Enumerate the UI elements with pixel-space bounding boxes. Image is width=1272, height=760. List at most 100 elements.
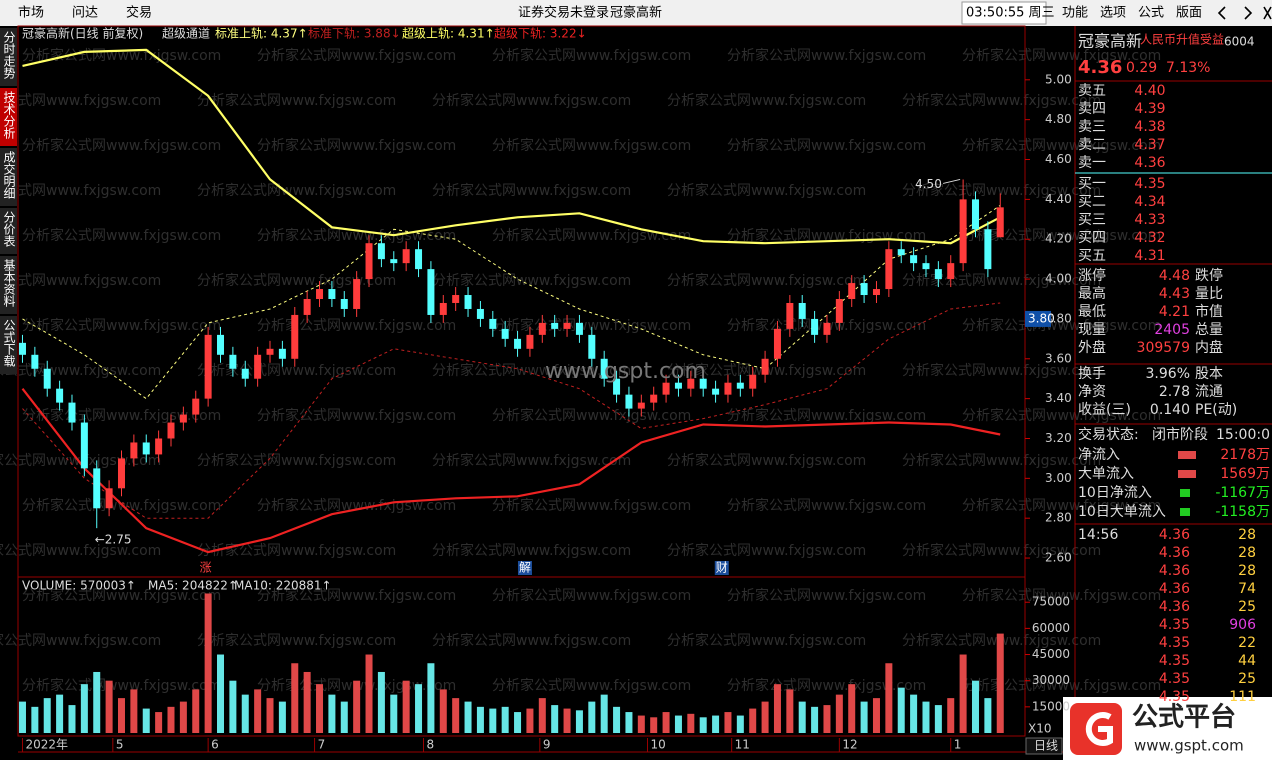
y-tick-label: 4.20 (1045, 232, 1072, 246)
volume-bar (18, 701, 26, 733)
window-icons[interactable] (1217, 6, 1272, 20)
candle-body (155, 438, 163, 455)
candle-body (303, 299, 311, 315)
volume-bar (650, 717, 658, 733)
menu-item[interactable]: 问达 (72, 6, 98, 21)
high-annotation: 4.50 (915, 177, 942, 191)
x-tick-label: 7 (318, 738, 326, 752)
candle-body (254, 354, 262, 379)
menu-item[interactable]: 市场 (18, 5, 44, 21)
stat-value: 3.96% (1146, 366, 1190, 382)
flow-label: 大单流入 (1078, 466, 1134, 482)
side-tab[interactable] (0, 256, 17, 314)
volume-bar (501, 706, 509, 733)
volume-bar (811, 706, 819, 733)
watermark: 分析家公式网www.fxjgsw.com (197, 542, 396, 559)
book-label: 买二 (1078, 194, 1106, 210)
volume-bar (551, 705, 559, 733)
candle-body (749, 374, 757, 389)
band-line (21, 388, 1001, 554)
watermark: 分析家公式网www.fxjgsw.com (962, 497, 1161, 514)
candle-body (971, 199, 979, 230)
volume-bar (365, 654, 373, 733)
menu-item[interactable]: 功能 (1062, 6, 1088, 21)
side-tab-label[interactable]: 成交明细 (2, 151, 16, 199)
annotation-arrow (943, 178, 961, 184)
band-line (22, 48, 1001, 245)
volume-bar (390, 694, 398, 733)
watermark: 分析家公式网www.fxjgsw.com (22, 47, 221, 64)
side-tab-label[interactable]: 分时走势 (2, 31, 16, 79)
side-tab-label[interactable]: 公式下载 (2, 319, 16, 368)
trade-price: 4.35 (1159, 635, 1190, 651)
candle-body (18, 342, 26, 355)
trade-price: 4.35 (1159, 617, 1190, 633)
watermark: 分析家公式网www.fxjgsw.com (197, 272, 396, 289)
scale-label: X10 (1028, 722, 1052, 736)
candle-body (872, 289, 880, 296)
book-price: 4.33 (1134, 212, 1165, 228)
stat-label: 内盘 (1195, 339, 1223, 356)
menu-stock: 冠豪高新 (610, 5, 662, 21)
watermark: 分析家公式网www.fxjgsw.com (22, 317, 221, 334)
side-tab[interactable] (0, 28, 17, 86)
x-tick-label: 6 (211, 738, 219, 752)
flow-label: 净流入 (1078, 447, 1120, 463)
logo-title: 公式平台 (1132, 702, 1236, 733)
book-label: 买三 (1078, 212, 1106, 228)
volume-bar (699, 717, 707, 733)
side-tab[interactable] (0, 316, 17, 374)
menu-bar (0, 0, 1272, 26)
watermark: 分析家公式网www.fxjgsw.com (727, 407, 926, 424)
x-tick-label: 1 (954, 738, 962, 752)
volume-bar (934, 705, 942, 733)
watermark: 分析家公式网www.fxjgsw.com (962, 407, 1161, 424)
x-tick-label: 12 (842, 738, 857, 752)
side-tab[interactable] (0, 148, 17, 206)
trade-price: 4.35 (1159, 689, 1190, 705)
candle-body (551, 322, 559, 329)
watermark: 分析家公式网www.fxjgsw.com (492, 587, 691, 604)
book-price: 4.39 (1134, 101, 1165, 117)
side-tab-label[interactable]: 基本资料 (2, 259, 16, 307)
watermark: 分析家公式网www.fxjgsw.com (962, 227, 1161, 244)
menu-item[interactable]: 交易 (126, 5, 152, 21)
trade-volume: 44 (1238, 653, 1256, 669)
candle-body (427, 269, 435, 315)
watermark: 分析家公式网www.fxjgsw.com (432, 182, 631, 199)
watermark: 分析家公式网www.fxjgsw.com (667, 632, 866, 649)
menu-item[interactable]: 选项 (1100, 6, 1126, 21)
trade-volume: 28 (1238, 545, 1256, 561)
candle-body (328, 289, 336, 300)
y-tick-label: 30000 (1032, 673, 1070, 687)
side-tab[interactable] (0, 208, 17, 254)
menu-item[interactable]: 公式 (1138, 6, 1164, 21)
volume-bar (427, 663, 435, 733)
side-tab-label[interactable]: 技术分析 (2, 91, 16, 140)
book-price: 4.35 (1134, 176, 1165, 192)
stat-label: 最高 (1078, 285, 1106, 302)
volume-bar (439, 689, 447, 733)
event-label: 解 (519, 561, 531, 575)
side-tab[interactable] (0, 88, 17, 146)
stat-label: 流通 (1195, 384, 1223, 400)
stat-label: 市值 (1195, 303, 1223, 320)
volume-bar (724, 712, 732, 733)
volume-bar (848, 684, 856, 733)
logo-url: www.gspt.com (1134, 737, 1244, 755)
book-label: 卖二 (1078, 137, 1106, 153)
candle-body (68, 402, 76, 423)
watermark: 分析家公式网www.fxjgsw.com (0, 272, 161, 289)
side-tab-label[interactable]: 分价表 (2, 211, 16, 247)
menu-item[interactable]: 版面 (1176, 6, 1202, 21)
watermark: 分析家公式网www.fxjgsw.com (492, 677, 691, 694)
chart-title: 冠豪高新(日线 前复权) (22, 26, 143, 41)
y-tick-label: 3.20 (1045, 431, 1072, 445)
volume-bar (823, 705, 831, 733)
candle-body (637, 402, 645, 409)
price-tag-label: 3.80 (1028, 311, 1055, 325)
trade-price: 4.36 (1159, 563, 1190, 579)
volume-bar (563, 708, 571, 733)
volume-bar (377, 671, 385, 733)
period-label: 日线 (1034, 739, 1058, 753)
